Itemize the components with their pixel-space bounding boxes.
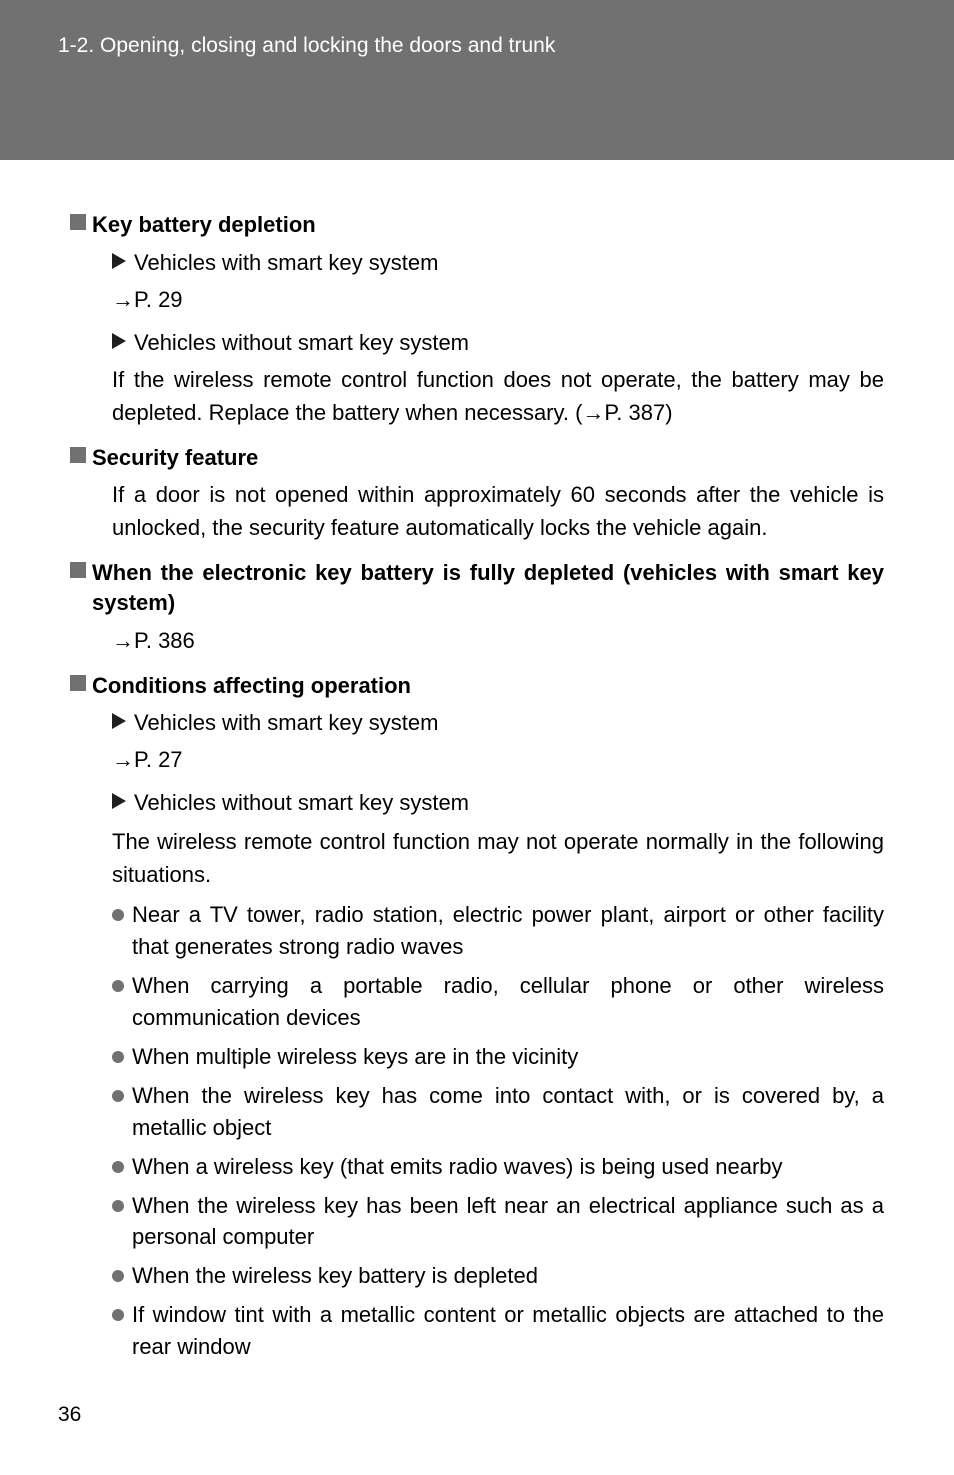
- section-title: When the electronic key battery is fully…: [92, 558, 884, 617]
- square-marker-icon: [70, 447, 86, 463]
- section-key-battery: Key battery depletion: [70, 210, 884, 240]
- paragraph: The wireless remote control function may…: [112, 825, 884, 891]
- section-depleted: When the electronic key battery is fully…: [70, 558, 884, 617]
- bullet-icon: [112, 1200, 124, 1212]
- sub-item: Vehicles with smart key system: [112, 246, 884, 279]
- triangle-icon: [112, 253, 126, 269]
- sub-text: Vehicles without smart key system: [134, 786, 469, 819]
- paragraph: If the wireless remote control function …: [112, 363, 884, 429]
- sub-item: Vehicles without smart key system: [112, 786, 884, 819]
- list-item: When carrying a portable radio, cellular…: [112, 970, 884, 1034]
- section-title: Conditions affecting operation: [92, 671, 411, 701]
- bullet-icon: [112, 1161, 124, 1173]
- list-item: When a wireless key (that emits radio wa…: [112, 1151, 884, 1183]
- page-content: Key battery depletion Vehicles with smar…: [0, 160, 954, 1363]
- list-item: When the wireless key battery is deplete…: [112, 1260, 884, 1292]
- square-marker-icon: [70, 562, 86, 578]
- paragraph: If a door is not opened within approxima…: [112, 478, 884, 544]
- bullet-text: Near a TV tower, radio station, electric…: [132, 899, 884, 963]
- bullet-text: If window tint with a metallic content o…: [132, 1299, 884, 1363]
- sub-text: Vehicles without smart key system: [134, 326, 469, 359]
- bullet-text: When multiple wireless keys are in the v…: [132, 1041, 884, 1073]
- bullet-text: When the wireless key has come into cont…: [132, 1080, 884, 1144]
- bullet-icon: [112, 980, 124, 992]
- triangle-icon: [112, 333, 126, 349]
- list-item: If window tint with a metallic content o…: [112, 1299, 884, 1363]
- list-item: When multiple wireless keys are in the v…: [112, 1041, 884, 1073]
- square-marker-icon: [70, 214, 86, 230]
- list-item: Near a TV tower, radio station, electric…: [112, 899, 884, 963]
- list-item: When the wireless key has been left near…: [112, 1190, 884, 1254]
- bullet-icon: [112, 909, 124, 921]
- bullet-icon: [112, 1270, 124, 1282]
- bullet-text: When a wireless key (that emits radio wa…: [132, 1151, 884, 1183]
- page-number: 36: [58, 1403, 81, 1427]
- bullet-text: When the wireless key has been left near…: [132, 1190, 884, 1254]
- triangle-icon: [112, 793, 126, 809]
- bullet-icon: [112, 1090, 124, 1102]
- sub-item: Vehicles without smart key system: [112, 326, 884, 359]
- bullet-icon: [112, 1309, 124, 1321]
- sub-item: Vehicles with smart key system: [112, 706, 884, 739]
- page-ref: →P. 386: [112, 624, 884, 657]
- sub-text: Vehicles with smart key system: [134, 246, 438, 279]
- bullet-text: When carrying a portable radio, cellular…: [132, 970, 884, 1034]
- bullet-icon: [112, 1051, 124, 1063]
- section-security: Security feature: [70, 443, 884, 473]
- sub-text: Vehicles with smart key system: [134, 706, 438, 739]
- triangle-icon: [112, 713, 126, 729]
- page-ref: →P. 27: [112, 743, 884, 776]
- breadcrumb: 1-2. Opening, closing and locking the do…: [58, 34, 954, 58]
- section-title: Security feature: [92, 443, 258, 473]
- bullet-text: When the wireless key battery is deplete…: [132, 1260, 884, 1292]
- section-title: Key battery depletion: [92, 210, 316, 240]
- square-marker-icon: [70, 675, 86, 691]
- header-band: 1-2. Opening, closing and locking the do…: [0, 0, 954, 160]
- list-item: When the wireless key has come into cont…: [112, 1080, 884, 1144]
- section-conditions: Conditions affecting operation: [70, 671, 884, 701]
- page-ref: →P. 29: [112, 283, 884, 316]
